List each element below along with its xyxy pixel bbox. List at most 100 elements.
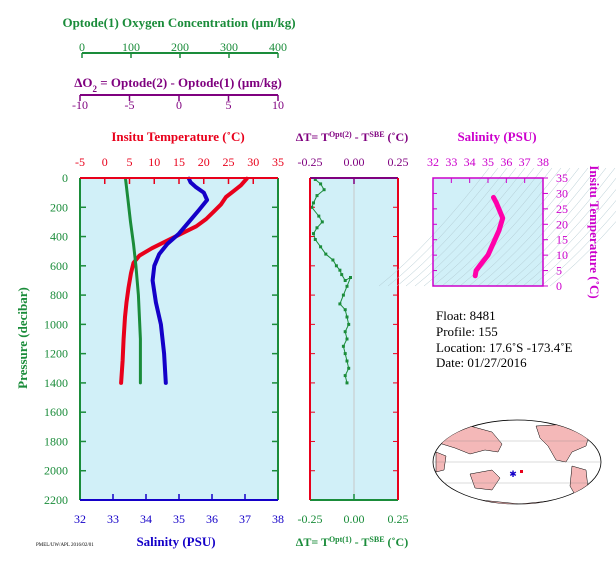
- delta-t-point: [347, 322, 351, 326]
- ts-salinity-tick-label: 35: [482, 155, 494, 169]
- salinity-tick-label: 34: [140, 512, 152, 526]
- ts-temperature-tick-label: 15: [556, 233, 568, 247]
- salinity-tick-label: 32: [74, 512, 86, 526]
- ts-temperature-tick-label: 20: [556, 217, 568, 231]
- ts-density-contour: [522, 189, 616, 287]
- pressure-tick-label: 200: [50, 200, 68, 214]
- map-float-marker: ✱: [509, 469, 517, 479]
- world-map: ✱: [432, 419, 602, 505]
- temperature-tick-label: -5: [75, 155, 85, 169]
- salinity-profile-line: [150, 176, 210, 385]
- delta-t-point: [313, 238, 317, 241]
- temperature-tick-label: 15: [173, 155, 185, 169]
- map-land-australia: [469, 469, 501, 491]
- delta-o2-axis-tick-label: 0: [176, 98, 182, 112]
- salinity-tick-label: 37: [239, 512, 251, 526]
- temperature-tick-label: 10: [148, 155, 160, 169]
- delta-t-series: [310, 178, 352, 385]
- delta-t-point: [310, 205, 314, 209]
- pressure-axis-label: Pressure (decibar): [15, 287, 30, 389]
- delta-t-point: [312, 201, 315, 205]
- ts-density-contour: [405, 167, 517, 287]
- oxygen-axis-tick-label: 400: [269, 40, 287, 54]
- pressure-tick-label: 400: [50, 230, 68, 244]
- pressure-tick-label: 1400: [44, 376, 68, 390]
- delta-t-point: [315, 194, 319, 198]
- delta-o2-axis-tick-label: 5: [226, 98, 232, 112]
- delta-t-point: [343, 374, 347, 378]
- pressure-tick-label: 0: [62, 171, 68, 185]
- delta-t-point: [312, 232, 315, 236]
- delta-t-point: [319, 182, 323, 186]
- delta-t-point: [334, 264, 338, 268]
- delta-t-point: [343, 330, 347, 334]
- ts-salinity-tick-label: 37: [519, 155, 531, 169]
- map-location-dot: [520, 470, 523, 473]
- delta-t-point: [343, 352, 347, 356]
- temperature-tick-label: 20: [198, 155, 210, 169]
- oxygen-profile-line: [124, 177, 142, 385]
- ts-series: [472, 194, 506, 279]
- ts-temperature-tick-label: 10: [556, 248, 568, 262]
- ts-density-contour: [495, 167, 607, 287]
- delta-t-point: [315, 226, 319, 230]
- salinity-tick-label: 33: [107, 512, 119, 526]
- location: Location: 17.6˚S -173.4˚E: [436, 340, 573, 355]
- oxygen-axis-tick-label: 200: [171, 40, 189, 54]
- delta-t-point: [338, 268, 342, 272]
- delta-t-point: [345, 381, 349, 385]
- salinity-tick-label: 36: [206, 512, 218, 526]
- ts-density-contour: [468, 167, 580, 287]
- delta-t-point: [345, 284, 349, 288]
- delta-t-top-tick-label: 0.00: [344, 155, 365, 169]
- temperature-tick-label: 5: [127, 155, 133, 169]
- delta-t-bottom-tick-label: -0.25: [298, 512, 323, 526]
- ts-density-contour: [450, 167, 562, 287]
- main-axes: -5 0 5 10 15 20 25 30 35 32 33 34 35 36 37 38 0 200 400 600…: [44, 155, 284, 526]
- salinity-tick-label: 38: [272, 512, 284, 526]
- salinity-tick-label: 35: [173, 512, 185, 526]
- delta-t-top-tick-label: 0.25: [388, 155, 409, 169]
- ts-density-contour: [513, 177, 616, 287]
- pressure-tick-label: 1600: [44, 405, 68, 419]
- delta-t-point: [313, 178, 317, 181]
- delta-t-point: [319, 245, 323, 249]
- small-temperature-label: Insitu Temperature (˚C): [587, 165, 602, 298]
- delta-t-point: [340, 273, 344, 277]
- temperature-tick-label: 35: [272, 155, 284, 169]
- float-id: Float: 8481: [436, 308, 496, 323]
- pressure-tick-label: 600: [50, 259, 68, 273]
- oxygen-axis: 0 100 200 300 400: [79, 40, 287, 58]
- delta-t-point: [320, 220, 324, 224]
- ts-salinity-tick-label: 38: [537, 155, 549, 169]
- ts-density-contour: [414, 167, 526, 287]
- ts-density-contour: [387, 167, 499, 287]
- delta-t-top-tick-label: -0.25: [298, 155, 323, 169]
- delta-o2-axis-tick-label: -5: [125, 98, 135, 112]
- ts-density-contour: [486, 167, 598, 287]
- ts-curve: [472, 194, 506, 279]
- ts-frame: [432, 177, 544, 287]
- ts-salinity-tick-label: 34: [464, 155, 476, 169]
- footnote: PMEL/UW/APL 2016/02/01: [36, 543, 94, 548]
- delta-o2-axis-tick-label: -10: [72, 98, 88, 112]
- temperature-axis-label: Insitu Temperature (˚C): [111, 129, 244, 144]
- ts-density-contour: [459, 167, 571, 287]
- delta-t-point: [338, 302, 342, 306]
- ts-density-contour: [477, 167, 589, 287]
- oxygen-axis-label: Optode(1) Oxygen Concentration (μm/kg): [62, 15, 295, 30]
- delta-t-bottom-tick-label: 0.00: [344, 512, 365, 526]
- main-series: [119, 176, 249, 385]
- pressure-tick-label: 1000: [44, 317, 68, 331]
- ts-density-contour: [432, 167, 544, 287]
- delta-t-point: [345, 337, 349, 341]
- small-salinity-label: Salinity (PSU): [457, 129, 536, 144]
- delta-t-point: [345, 315, 349, 319]
- delta-t-point: [317, 214, 321, 218]
- delta-t-point: [347, 366, 351, 370]
- ts-density-contour: [396, 167, 508, 287]
- pressure-tick-label: 2200: [44, 493, 68, 507]
- ts-temperature-tick-label: 30: [556, 186, 568, 200]
- pressure-tick-label: 1200: [44, 347, 68, 361]
